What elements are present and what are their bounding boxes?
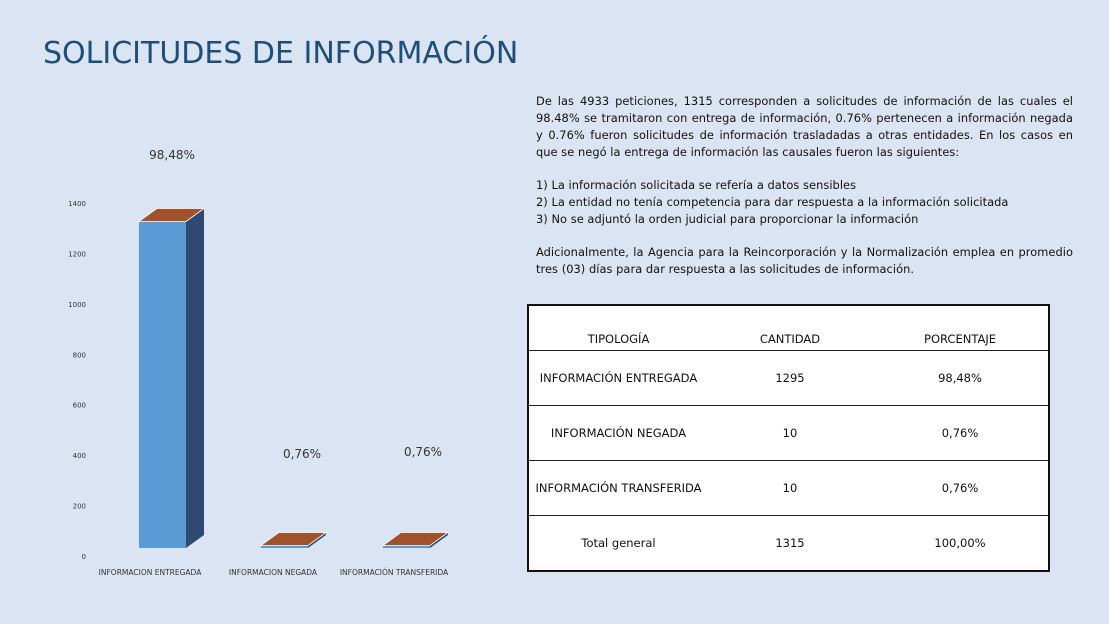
data-labels: 98,48% 0,76% 0,76% — [149, 148, 442, 461]
bar — [259, 532, 328, 548]
bar-front — [261, 545, 308, 548]
cause-item: 1) La información solicitada se refería … — [536, 178, 857, 192]
page-title: SOLICITUDES DE INFORMACIÓN — [43, 36, 519, 71]
table-total-row: Total general 1315 100,00% — [528, 516, 1049, 572]
category-labels: INFORMACION ENTREGADA INFORMACION NEGADA I… — [99, 568, 449, 577]
bar-top — [137, 208, 206, 222]
category-label: INFORMACION ENTREGADA — [99, 568, 203, 577]
bar-front — [383, 545, 430, 548]
table-cell: INFORMACIÓN TRANSFERIDA — [528, 460, 708, 516]
table-cell: INFORMACIÓN ENTREGADA — [528, 350, 708, 406]
header-cantidad: CANTIDAD — [708, 305, 872, 351]
bar-top — [259, 532, 328, 546]
data-label: 0,76% — [283, 447, 321, 461]
requests-table: TIPOLOGÍA CANTIDAD PORCENTAJE INFORMACIÓ… — [527, 304, 1050, 572]
bar-side — [430, 532, 448, 548]
chart-bars — [137, 208, 450, 548]
y-tick-label: 600 — [73, 402, 86, 410]
data-label: 0,76% — [404, 445, 442, 459]
intro-paragraph: De las 4933 peticiones, 1315 corresponde… — [536, 94, 1073, 159]
y-tick-label: 200 — [73, 503, 86, 511]
table-cell: 1295 — [708, 350, 872, 406]
table-cell: 10 — [708, 460, 872, 516]
y-tick-label: 800 — [73, 351, 86, 359]
header-tipologia: TIPOLOGÍA — [528, 305, 708, 351]
table-cell: 100,00% — [934, 536, 986, 550]
table-cell: 0,76% — [872, 460, 1049, 516]
y-tick-label: 400 — [73, 452, 86, 460]
data-label: 98,48% — [149, 148, 195, 162]
table-row: INFORMACIÓN NEGADA 10 0,76% — [528, 405, 1049, 461]
y-tick-label: 0 — [82, 553, 86, 561]
header-porcentaje: PORCENTAJE — [872, 305, 1049, 351]
category-label: INFORMACION NEGADA — [229, 568, 318, 577]
bar-side — [308, 532, 326, 548]
table-cell: 10 — [708, 405, 872, 461]
table-cell: Total general — [581, 536, 656, 550]
table-row: INFORMACIÓN TRANSFERIDA 10 0,76% — [528, 460, 1049, 516]
y-tick-label: 1000 — [68, 301, 86, 309]
causes-list: 1) La información solicitada se refería … — [536, 177, 1073, 228]
y-tick-label: 1200 — [68, 250, 86, 258]
y-axis-ticks: 0 200 400 600 800 1000 1200 1400 — [68, 200, 86, 561]
table-cell: 98,48% — [872, 350, 1049, 406]
category-label: INFORMACIÓN TRANSFERIDA — [340, 568, 449, 577]
bar — [381, 532, 450, 548]
table-header-row: TIPOLOGÍA CANTIDAD PORCENTAJE — [528, 305, 1049, 351]
response-time-paragraph: Adicionalmente, la Agencia para la Reinc… — [536, 245, 1073, 276]
bar — [137, 208, 206, 548]
cause-item: 3) No se adjuntó la orden judicial para … — [536, 212, 919, 226]
table-cell: 1315 — [775, 536, 805, 550]
bar-side — [186, 208, 204, 548]
cause-item: 2) La entidad no tenía competencia para … — [536, 195, 1009, 209]
table-row: INFORMACIÓN ENTREGADA 1295 98,48% — [528, 350, 1049, 406]
bar-top — [381, 532, 450, 546]
table-cell: INFORMACIÓN NEGADA — [528, 405, 708, 461]
bar-chart: 0 200 400 600 800 1000 1200 1400 INFORMACION EN… — [68, 148, 450, 577]
table-cell: 0,76% — [872, 405, 1049, 461]
bar-front — [139, 221, 186, 548]
y-tick-label: 1400 — [68, 200, 86, 208]
